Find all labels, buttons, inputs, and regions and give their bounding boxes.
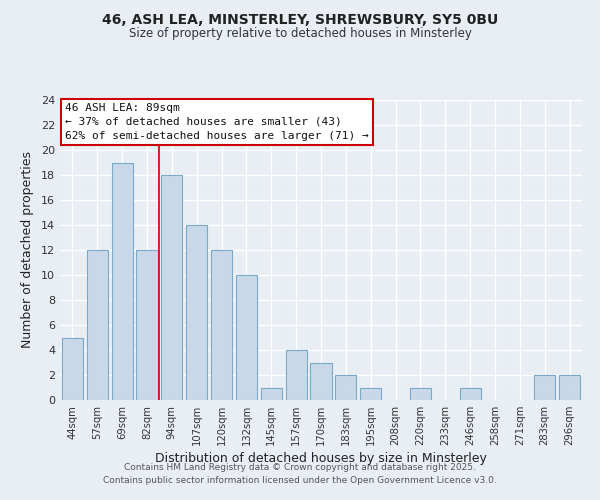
Bar [286, 350, 307, 400]
Y-axis label: Number of detached properties: Number of detached properties [21, 152, 34, 348]
Bar [211, 250, 232, 400]
Bar [161, 175, 182, 400]
Bar [559, 375, 580, 400]
Bar [112, 162, 133, 400]
Bar [186, 225, 207, 400]
Text: Size of property relative to detached houses in Minsterley: Size of property relative to detached ho… [128, 28, 472, 40]
Bar [261, 388, 282, 400]
Bar [410, 388, 431, 400]
Bar [87, 250, 108, 400]
Bar [460, 388, 481, 400]
Text: 46 ASH LEA: 89sqm
← 37% of detached houses are smaller (43)
62% of semi-detached: 46 ASH LEA: 89sqm ← 37% of detached hous… [65, 103, 369, 141]
Text: 46, ASH LEA, MINSTERLEY, SHREWSBURY, SY5 0BU: 46, ASH LEA, MINSTERLEY, SHREWSBURY, SY5… [102, 12, 498, 26]
X-axis label: Distribution of detached houses by size in Minsterley: Distribution of detached houses by size … [155, 452, 487, 465]
Bar [62, 338, 83, 400]
Text: Contains HM Land Registry data © Crown copyright and database right 2025.
Contai: Contains HM Land Registry data © Crown c… [103, 464, 497, 485]
Bar [534, 375, 555, 400]
Bar [335, 375, 356, 400]
Bar [236, 275, 257, 400]
Bar [310, 362, 332, 400]
Bar [136, 250, 158, 400]
Bar [360, 388, 381, 400]
